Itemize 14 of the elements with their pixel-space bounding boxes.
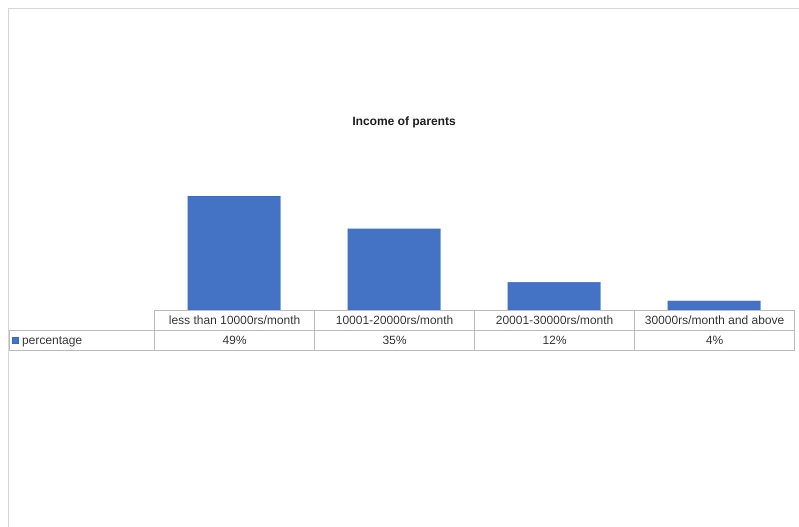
data-label: 12% (474, 330, 634, 350)
bar (668, 300, 761, 310)
chart-title: Income of parents (351, 114, 457, 128)
bar (188, 196, 281, 310)
x-tick-label: 20001-30000rs/month (474, 310, 634, 330)
bar (508, 282, 601, 310)
x-tick-label: 10001-20000rs/month (314, 310, 474, 330)
x-tick-label: less than 10000rs/month (154, 310, 314, 330)
data-label: 35% (314, 330, 474, 350)
data-label: 4% (634, 330, 794, 350)
data-label: 49% (154, 330, 314, 350)
x-tick-label: 30000rs/month and above (634, 310, 794, 330)
legend-label: percentage (10, 330, 154, 350)
bar (348, 228, 441, 310)
